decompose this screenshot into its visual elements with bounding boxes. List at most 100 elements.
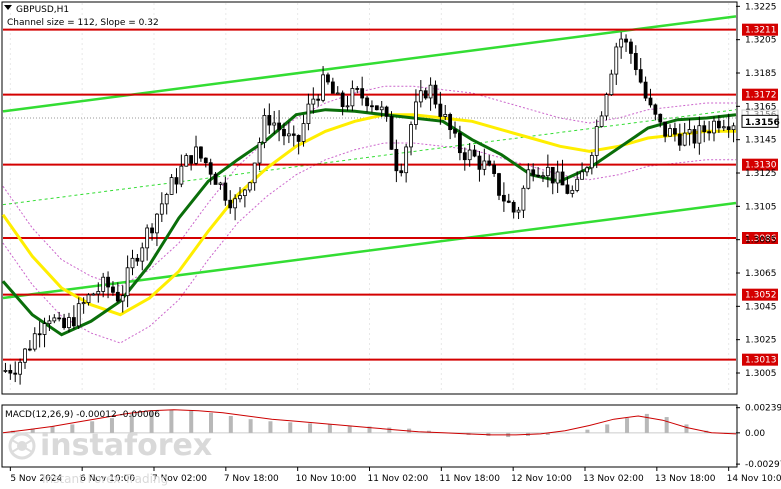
candle-body bbox=[306, 103, 311, 124]
candle-body bbox=[272, 122, 277, 126]
x-tick-label: 12 Nov 10:00 bbox=[511, 474, 572, 484]
macd-hist-bar bbox=[169, 409, 174, 433]
candle-body bbox=[589, 155, 594, 169]
price-level-label: 1.3013 bbox=[745, 356, 777, 366]
candle-body bbox=[252, 162, 257, 184]
candle-body bbox=[619, 38, 624, 48]
candle-body bbox=[501, 194, 506, 202]
channel-info-label: Channel size = 112, Slope = 0.32 bbox=[7, 18, 159, 28]
candle-body bbox=[492, 164, 497, 174]
candle-body bbox=[497, 173, 501, 196]
candle-body bbox=[438, 103, 443, 117]
candle-body bbox=[262, 115, 267, 143]
candle-body bbox=[526, 169, 531, 189]
candle-body bbox=[140, 247, 145, 262]
y-tick-label: 1.3165 bbox=[745, 102, 777, 112]
candle-body bbox=[228, 199, 233, 209]
macd-signal-line bbox=[2, 409, 737, 436]
candle-body bbox=[580, 171, 584, 180]
candle-body bbox=[487, 160, 492, 166]
candle-body bbox=[145, 227, 150, 249]
candle-body bbox=[155, 213, 159, 234]
price-level-label: 1.3211 bbox=[745, 26, 777, 36]
candle-body bbox=[247, 182, 252, 191]
candle-body bbox=[702, 125, 707, 133]
collapse-triangle-icon[interactable] bbox=[4, 5, 12, 10]
macd-axis: 0.00239 0.00 -0.00297 bbox=[736, 404, 781, 470]
candle-body bbox=[555, 171, 560, 184]
candle-body bbox=[8, 370, 13, 374]
candle-body bbox=[345, 105, 350, 108]
x-tick-label: 13 Nov 18:00 bbox=[655, 474, 716, 484]
symbol-label: GBPUSD,H1 bbox=[16, 5, 69, 15]
candle-body bbox=[648, 97, 653, 106]
candle-body bbox=[106, 276, 110, 288]
candle-body bbox=[42, 323, 47, 335]
macd-hist-bar bbox=[308, 423, 313, 433]
current-price-label: 1.3156 bbox=[745, 118, 780, 128]
macd-hist-bar bbox=[288, 422, 293, 433]
candle-body bbox=[37, 333, 42, 336]
candle-body bbox=[585, 167, 589, 173]
candle-body bbox=[159, 203, 164, 215]
candle-body bbox=[374, 105, 379, 111]
candle-body bbox=[663, 121, 668, 137]
candle-body bbox=[32, 333, 37, 350]
macd-y-tick-label: -0.00297 bbox=[745, 460, 781, 470]
candle-body bbox=[208, 162, 213, 175]
candle-body bbox=[423, 90, 428, 99]
price-level-label: 1.3172 bbox=[745, 91, 777, 101]
macd-hist-bar bbox=[209, 412, 214, 433]
candle-body bbox=[677, 133, 682, 146]
x-tick-label: 13 Nov 02:00 bbox=[583, 474, 644, 484]
candle-body bbox=[96, 291, 101, 295]
candle-body bbox=[189, 155, 194, 164]
candle-body bbox=[62, 317, 66, 329]
candle-body bbox=[286, 133, 291, 137]
macd-hist-bar bbox=[268, 421, 273, 433]
price-levels: 1.3211 1.3172 1.3130 1.3086 1.3052 1.3013 1.31… bbox=[3, 23, 780, 366]
candle-body bbox=[340, 92, 345, 108]
candle-body bbox=[282, 128, 286, 137]
candle-body bbox=[682, 132, 687, 146]
candle-body bbox=[384, 106, 389, 117]
macd-hist-bar bbox=[109, 418, 114, 433]
candle-body bbox=[712, 120, 716, 134]
macd-hist-bar bbox=[585, 429, 590, 433]
candle-body bbox=[316, 98, 321, 101]
x-tick-label: 6 Nov 10:00 bbox=[80, 474, 135, 484]
macd-panel-frame bbox=[1, 404, 738, 468]
instaforex-logo bbox=[8, 432, 36, 460]
candle-body bbox=[370, 105, 374, 108]
candle-body bbox=[643, 81, 648, 99]
candle-body bbox=[330, 81, 335, 94]
candle-body bbox=[233, 198, 238, 209]
ma-slow-line bbox=[1, 113, 736, 317]
price-level-label: 1.3086 bbox=[745, 234, 777, 244]
candle-body bbox=[379, 106, 384, 111]
candle-body bbox=[27, 348, 32, 351]
macd-info-label: MACD(12,26,9) -0.00012 -0.00006 bbox=[5, 410, 160, 420]
x-tick-label: 7 Nov 02:00 bbox=[152, 474, 207, 484]
channel-lower-line bbox=[2, 201, 737, 300]
candle-body bbox=[23, 348, 27, 363]
candle-body bbox=[673, 128, 677, 135]
candle-body bbox=[311, 98, 316, 105]
candle-body bbox=[516, 209, 521, 213]
candle-body bbox=[238, 195, 242, 200]
price-level-tag bbox=[742, 353, 778, 366]
candle-body bbox=[687, 129, 692, 134]
y-tick-label: 1.3065 bbox=[745, 269, 777, 279]
candle-body bbox=[115, 291, 120, 302]
candle-body bbox=[511, 201, 516, 213]
price-level-tag bbox=[742, 232, 778, 244]
candle-body bbox=[653, 104, 658, 115]
macd-hist-bar bbox=[129, 413, 134, 433]
candle-body bbox=[541, 175, 545, 178]
candle-body bbox=[291, 133, 296, 136]
candle-body bbox=[726, 126, 731, 130]
candle-body bbox=[629, 41, 633, 54]
y-tick-label: 1.3085 bbox=[745, 236, 777, 246]
macd-hist-bar bbox=[228, 416, 233, 433]
